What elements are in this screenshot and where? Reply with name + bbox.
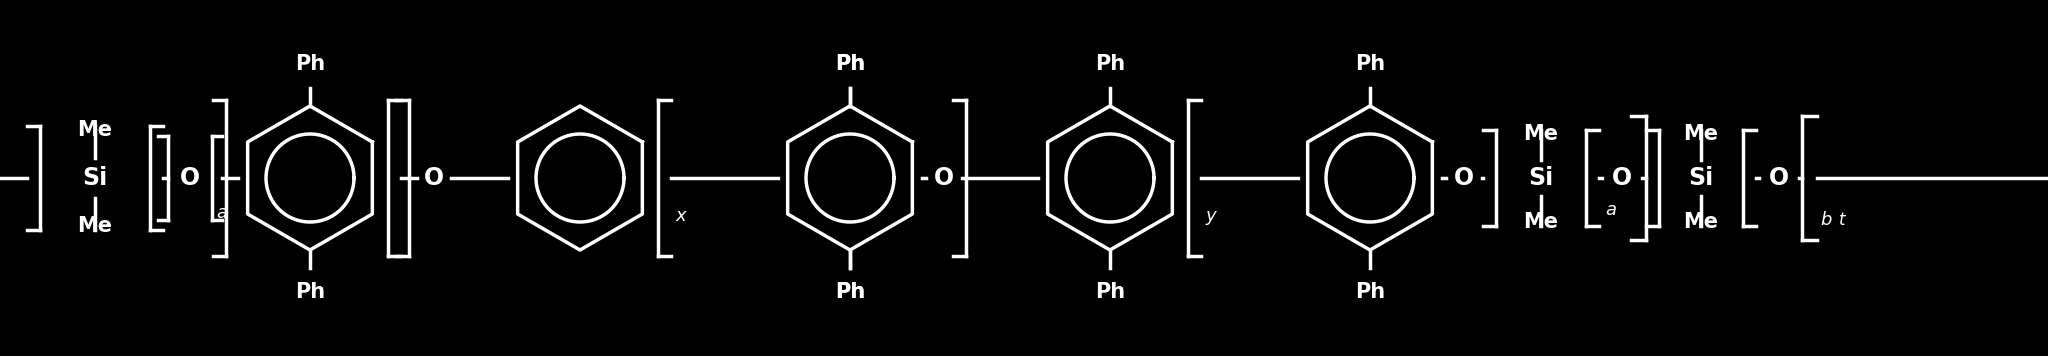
Text: Ph: Ph bbox=[1096, 54, 1124, 74]
Text: Ph: Ph bbox=[1096, 282, 1124, 302]
Text: Ph: Ph bbox=[1356, 54, 1384, 74]
Text: Ph: Ph bbox=[836, 54, 864, 74]
Text: O: O bbox=[1612, 166, 1632, 190]
Text: Ph: Ph bbox=[1356, 282, 1384, 302]
Text: Me: Me bbox=[78, 120, 113, 140]
Text: Me: Me bbox=[1683, 124, 1718, 144]
Text: Ph: Ph bbox=[295, 54, 326, 74]
Text: O: O bbox=[1769, 166, 1790, 190]
Text: Me: Me bbox=[1524, 212, 1559, 232]
Text: O: O bbox=[180, 166, 201, 190]
Text: Ph: Ph bbox=[295, 282, 326, 302]
Text: a: a bbox=[215, 204, 227, 222]
Text: b: b bbox=[1821, 211, 1831, 229]
Text: O: O bbox=[1454, 166, 1475, 190]
Text: t: t bbox=[1839, 211, 1845, 229]
Text: O: O bbox=[424, 166, 444, 190]
Text: Me: Me bbox=[78, 216, 113, 236]
Text: Me: Me bbox=[1683, 212, 1718, 232]
Text: O: O bbox=[934, 166, 954, 190]
Text: Si: Si bbox=[82, 166, 109, 190]
Text: x: x bbox=[676, 207, 686, 225]
Text: a: a bbox=[1606, 201, 1616, 219]
Text: Ph: Ph bbox=[836, 282, 864, 302]
Text: y: y bbox=[1204, 207, 1217, 225]
Text: Si: Si bbox=[1528, 166, 1554, 190]
Text: Ph: Ph bbox=[836, 282, 864, 302]
Text: Si: Si bbox=[1688, 166, 1714, 190]
Text: Me: Me bbox=[1524, 124, 1559, 144]
Text: Ph: Ph bbox=[836, 54, 864, 74]
